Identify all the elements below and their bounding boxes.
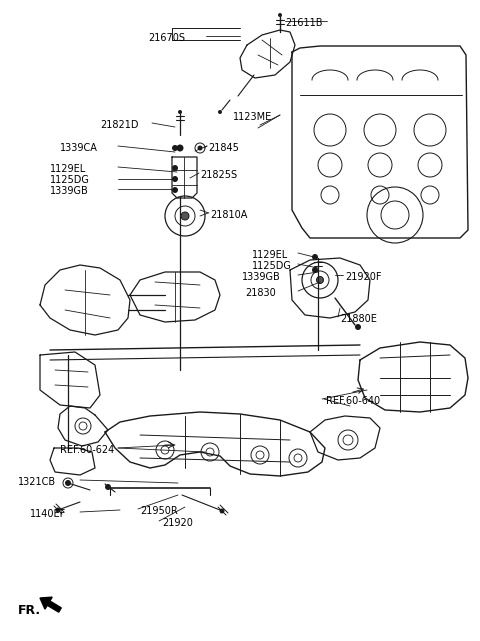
Text: 21845: 21845 (208, 143, 239, 153)
Circle shape (312, 267, 318, 273)
Circle shape (197, 146, 203, 151)
Circle shape (172, 176, 178, 182)
Text: 21880E: 21880E (340, 314, 377, 324)
Text: REF.60-640: REF.60-640 (326, 396, 380, 406)
Text: 1125DG: 1125DG (252, 261, 292, 271)
FancyArrow shape (40, 597, 61, 612)
Circle shape (278, 13, 282, 17)
Text: 21920: 21920 (162, 518, 193, 528)
Text: 21821D: 21821D (100, 120, 139, 130)
Text: 21825S: 21825S (200, 170, 237, 180)
Text: FR.: FR. (18, 604, 41, 617)
Circle shape (218, 110, 222, 114)
Circle shape (172, 165, 178, 171)
Text: 1339GB: 1339GB (242, 272, 281, 282)
Text: 1339GB: 1339GB (50, 186, 89, 196)
Text: 21830: 21830 (245, 288, 276, 298)
Circle shape (172, 145, 178, 151)
Text: 21810A: 21810A (210, 210, 247, 220)
Circle shape (316, 276, 324, 283)
Text: 1339CA: 1339CA (60, 143, 98, 153)
Text: 21611B: 21611B (285, 18, 323, 28)
Text: 1129EL: 1129EL (252, 250, 288, 260)
Text: 1123ME: 1123ME (233, 112, 272, 122)
Circle shape (56, 508, 60, 513)
Circle shape (355, 324, 361, 330)
Text: 1129EL: 1129EL (50, 164, 86, 174)
Text: 21950R: 21950R (140, 506, 178, 516)
Circle shape (181, 212, 189, 220)
Text: 1321CB: 1321CB (18, 477, 56, 487)
Circle shape (105, 484, 111, 490)
Circle shape (65, 480, 71, 486)
Text: 21920F: 21920F (345, 272, 382, 282)
Circle shape (312, 254, 318, 260)
Circle shape (178, 110, 182, 114)
Circle shape (219, 508, 225, 513)
Text: 21670S: 21670S (148, 33, 185, 43)
Text: 1125DG: 1125DG (50, 175, 90, 185)
Circle shape (172, 187, 178, 193)
Text: REF.60-624: REF.60-624 (60, 445, 114, 455)
Circle shape (177, 144, 183, 151)
Text: 1140EF: 1140EF (30, 509, 66, 519)
